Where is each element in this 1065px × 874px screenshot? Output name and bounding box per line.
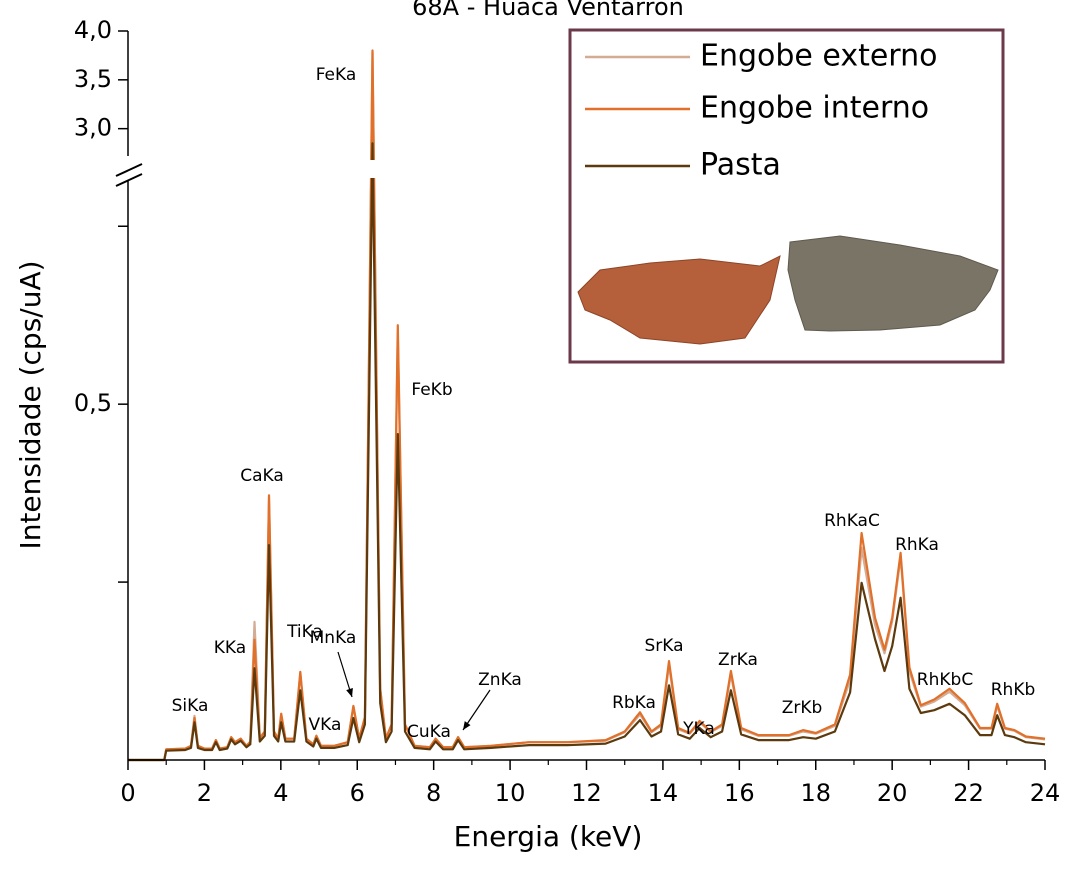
- peak-label: FeKb: [411, 380, 452, 400]
- peak-label: CaKa: [240, 466, 284, 486]
- x-tick-label: 20: [877, 779, 908, 807]
- arrow-head: [463, 721, 471, 730]
- peak-label: TiKa: [286, 622, 323, 642]
- x-tick-label: 0: [120, 779, 135, 807]
- x-tick-label: 2: [197, 779, 212, 807]
- legend-label: Engobe externo: [700, 39, 937, 74]
- axis-break-mark: [115, 173, 143, 187]
- peak-label: ZrKb: [782, 698, 823, 718]
- chart-title: 68A - Huaca Ventarrón: [412, 0, 684, 21]
- y-axis-label: Intensidade (cps/uA): [14, 260, 47, 549]
- peak-label: RhKb: [991, 680, 1036, 700]
- legend-label: Engobe interno: [700, 91, 929, 126]
- series-line: [128, 142, 1046, 762]
- x-tick-label: 8: [426, 779, 441, 807]
- peak-label: YKa: [682, 719, 715, 739]
- peak-label: RbKa: [612, 693, 656, 713]
- y-tick-label: 3,0: [74, 114, 112, 142]
- peak-label: MnKa: [310, 628, 357, 648]
- x-tick-label: 24: [1030, 779, 1061, 807]
- peak-label: SiKa: [172, 696, 209, 716]
- sherd-internal: [787, 235, 999, 332]
- peak-label: RhKaC: [824, 511, 880, 531]
- peak-label: RhKa: [895, 535, 939, 555]
- x-tick-label: 16: [724, 779, 755, 807]
- x-tick-label: 18: [800, 779, 831, 807]
- sherd-external: [577, 255, 781, 345]
- x-tick-label: 12: [571, 779, 602, 807]
- x-tick-label: 14: [648, 779, 679, 807]
- y-tick-label: 4,0: [74, 16, 112, 44]
- peak-label: ZnKa: [478, 670, 522, 690]
- x-axis-label: Energia (keV): [454, 820, 643, 853]
- sample-photo: [577, 235, 999, 345]
- peak-label: KKa: [214, 638, 246, 658]
- x-tick-label: 4: [273, 779, 288, 807]
- y-tick-label: 3,5: [74, 65, 112, 93]
- peak-label: FeKa: [316, 65, 357, 85]
- legend-label: Pasta: [700, 148, 781, 183]
- arrow-head: [346, 688, 353, 697]
- legend: Engobe externo Engobe interno Pasta: [568, 28, 1005, 364]
- peak-label: ZrKa: [718, 650, 758, 670]
- x-tick-label: 6: [350, 779, 365, 807]
- series-line: [128, 49, 1046, 762]
- peak-label: SrKa: [644, 636, 683, 656]
- y-tick-label: 0,5: [74, 389, 112, 417]
- x-tick-label: 10: [495, 779, 526, 807]
- peak-label: CuKa: [407, 722, 451, 742]
- x-tick-label: 22: [953, 779, 984, 807]
- peak-label: VKa: [309, 715, 342, 735]
- peak-label: RhKbC: [917, 670, 973, 690]
- axis-break-mark: [115, 163, 143, 177]
